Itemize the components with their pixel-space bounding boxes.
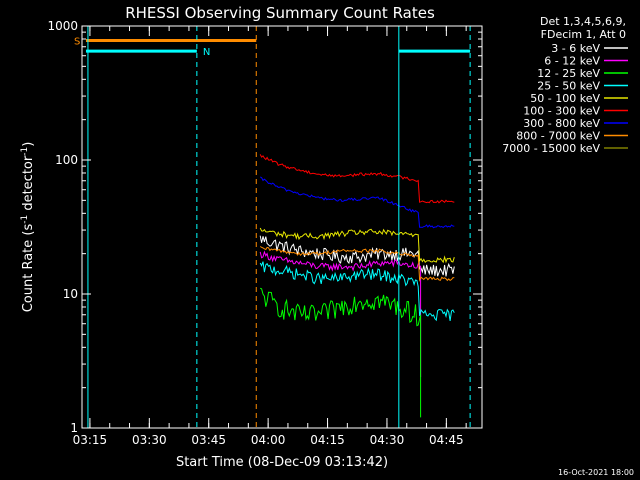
x-axis-label: Start Time (08-Dec-09 03:13:42) bbox=[176, 455, 388, 470]
legend-header-line: Det 1,3,4,5,6,9, bbox=[540, 15, 626, 28]
y-axis-label-part: ) bbox=[21, 142, 36, 147]
x-tick-label: 04:15 bbox=[310, 433, 345, 447]
flag-layer: SN bbox=[74, 36, 471, 58]
x-tick-label: 03:30 bbox=[132, 433, 167, 447]
series-line bbox=[259, 250, 422, 378]
series-line bbox=[260, 176, 455, 229]
y-axis-label-superscript: -1 bbox=[20, 147, 30, 156]
y-tick-label: 1000 bbox=[47, 19, 78, 33]
x-axis: 03:15 03:30 03:45 04:00 04:15 04:30 04:45 bbox=[73, 26, 467, 447]
legend-label: 50 - 100 keV bbox=[530, 92, 600, 105]
y-axis-label-part: Count Rate (s bbox=[21, 224, 36, 313]
vertical-lines-layer bbox=[87, 26, 471, 428]
footer-timestamp: 16-Oct-2021 18:00 bbox=[558, 468, 634, 477]
legend-header-line: FDecim 1, Att 0 bbox=[541, 28, 626, 41]
legend-label: 6 - 12 keV bbox=[544, 55, 600, 68]
y-tick-label: 1 bbox=[70, 421, 78, 435]
plot-frame bbox=[81, 25, 483, 429]
legend-label: 300 - 800 keV bbox=[523, 117, 600, 130]
y-axis-label-superscript: -1 bbox=[20, 215, 30, 224]
series-line bbox=[259, 261, 455, 322]
legend: Det 1,3,4,5,6,9, FDecim 1, Att 0 3 - 6 k… bbox=[502, 15, 628, 155]
series-line bbox=[259, 246, 455, 283]
legend-label: 12 - 25 keV bbox=[537, 67, 600, 80]
x-tick-label: 04:00 bbox=[251, 433, 286, 447]
y-tick-label: 100 bbox=[55, 153, 78, 167]
y-axis-label: Count Rate (s-1 detector-1) bbox=[20, 142, 36, 313]
series-line bbox=[259, 287, 422, 418]
legend-label: 800 - 7000 keV bbox=[516, 130, 600, 143]
legend-label: 100 - 300 keV bbox=[523, 105, 600, 118]
x-tick-label: 03:15 bbox=[73, 433, 108, 447]
x-tick-label: 04:45 bbox=[429, 433, 464, 447]
chart-title: RHESSI Observing Summary Count Rates bbox=[125, 4, 435, 22]
y-tick-label: 10 bbox=[63, 287, 78, 301]
series-line bbox=[259, 235, 455, 277]
y-axis: 1 10 100 1000 bbox=[47, 19, 482, 435]
series-layer bbox=[259, 154, 455, 418]
flag-label: S bbox=[74, 36, 80, 47]
series-line bbox=[259, 154, 455, 204]
x-tick-label: 03:45 bbox=[191, 433, 226, 447]
legend-label: 7000 - 15000 keV bbox=[502, 142, 600, 155]
x-tick-label: 04:30 bbox=[370, 433, 405, 447]
legend-label: 25 - 50 keV bbox=[537, 80, 600, 93]
flag-label: N bbox=[203, 47, 210, 58]
legend-label: 3 - 6 keV bbox=[551, 42, 600, 55]
y-axis-label-part: detector bbox=[21, 155, 36, 215]
series-line bbox=[259, 227, 455, 264]
